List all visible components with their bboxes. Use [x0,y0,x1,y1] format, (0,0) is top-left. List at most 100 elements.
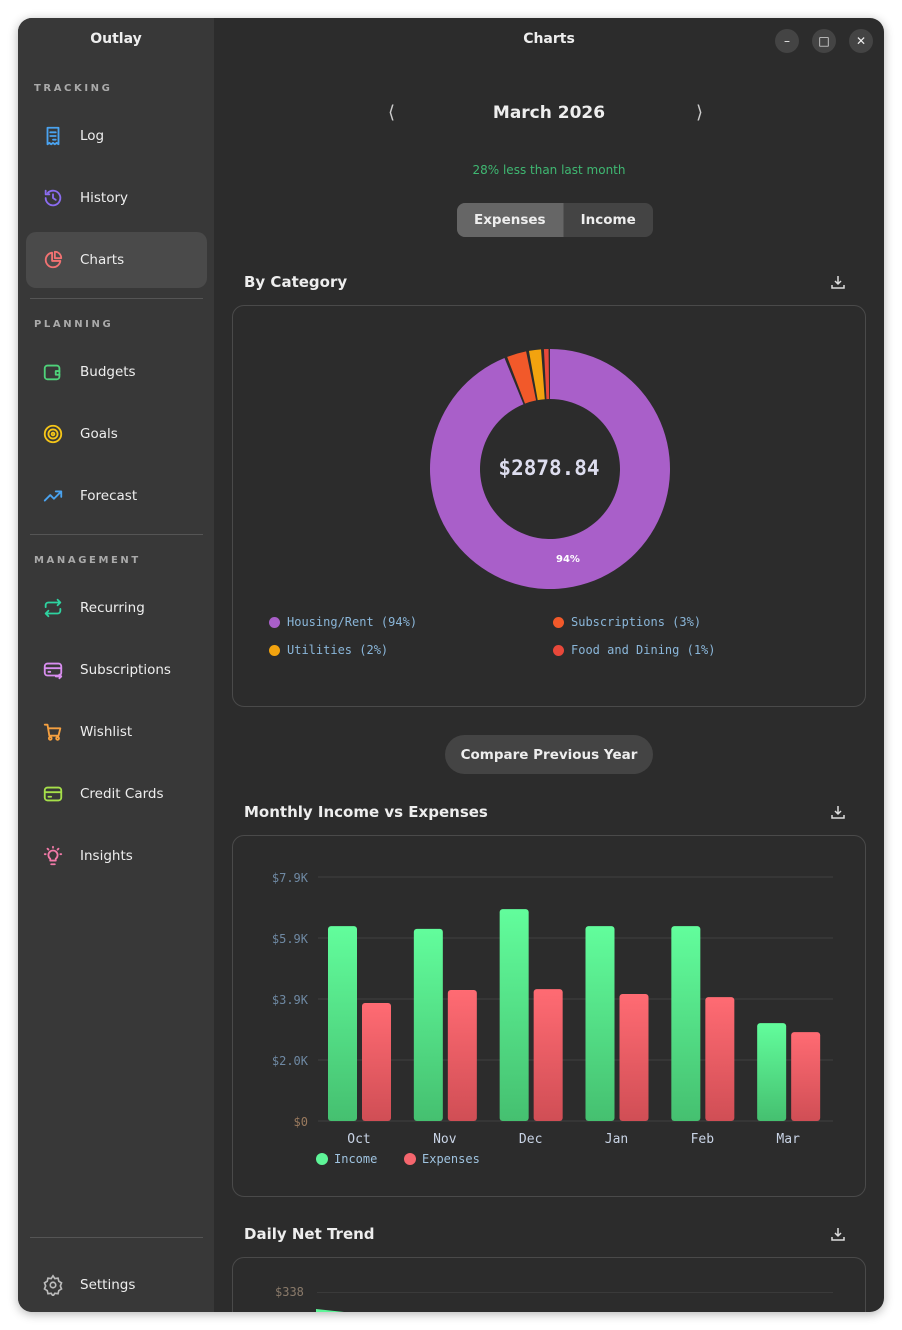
donut-slice-food-and-dining[interactable] [543,349,550,400]
donut-slice-label: 94% [556,554,580,565]
y-tick: $338 [275,1285,304,1299]
main-content: Charts – □ ✕ ⟨ March 2026 ⟩ 28% less tha… [214,18,884,1312]
y-tick-label: $5.9K [272,932,309,946]
legend-label: Utilities (2%) [287,643,389,657]
donut-slice-subscriptions[interactable] [507,351,537,404]
download-icon[interactable] [830,804,846,820]
maximize-button[interactable]: □ [812,29,836,53]
donut-chart [430,349,670,589]
sidebar-item-label: History [80,190,129,206]
legend-dot-income [316,1153,328,1165]
daily-card: $338 [232,1257,866,1312]
download-icon[interactable] [830,274,846,290]
sidebar-item-label: Forecast [80,488,138,504]
legend-dot [553,616,564,628]
bar-income-mar[interactable] [757,1023,787,1121]
legend-dot [553,644,564,656]
month-label: March 2026 [492,103,606,123]
legend-label: Housing/Rent (94%) [287,615,418,629]
legend-item: Subscriptions (3%) [553,615,701,629]
sidebar-item-insights[interactable]: Insights [26,828,207,884]
x-tick-label: Jan [605,1132,628,1147]
donut-slice-housing-rent[interactable] [430,349,670,589]
bar-income-jan[interactable] [585,926,615,1121]
trending-up-icon [43,490,63,502]
legend-label: Subscriptions (3%) [571,615,702,629]
sidebar-item-label: Budgets [80,364,136,380]
sidebar-item-label: Subscriptions [80,662,171,678]
app-window: Outlay TRACKING Log History Charts PLANNING B… [18,18,884,1312]
y-tick-label: $2.0K [272,1054,309,1068]
close-button[interactable]: ✕ [849,29,873,53]
y-tick-label: $3.9K [272,993,309,1007]
sidebar-item-wishlist[interactable]: Wishlist [26,704,207,760]
legend-item: Utilities (2%) [269,643,388,657]
sidebar-item-forecast[interactable]: Forecast [26,468,207,524]
sidebar-item-credit-cards[interactable]: Credit Cards [26,766,207,822]
lightbulb-icon [43,845,63,866]
divider [30,298,203,299]
x-tick-label: Feb [691,1132,715,1147]
legend-dot [269,644,280,656]
minimize-button[interactable]: – [775,29,799,53]
pie-chart-icon [44,250,63,269]
divider [30,1237,203,1238]
section-label: MANAGEMENT [34,555,141,566]
gridline [317,1292,833,1293]
download-icon[interactable] [830,1226,846,1242]
bar-chart: $0 $2.0K $3.9K $5.9K $7.9K Oct Nov Dec Jan Feb Mar… [272,871,833,1166]
section-label: PLANNING [34,319,114,330]
divider [30,534,203,535]
bar-expenses-nov[interactable] [447,990,477,1121]
section-label: TRACKING [34,83,113,94]
sidebar-item-charts[interactable]: Charts [26,232,207,288]
sidebar-item-label: Charts [80,252,125,268]
tab-income[interactable]: Income [580,212,636,228]
sidebar-item-label: Log [80,128,105,144]
next-month-button[interactable]: ⟩ [696,102,704,123]
legend-dot [269,616,280,628]
bar-expenses-feb[interactable] [705,997,735,1121]
bar-expenses-dec[interactable] [533,989,563,1121]
bar-expenses-jan[interactable] [619,994,649,1121]
bar-expenses-mar[interactable] [791,1032,821,1121]
sidebar-item-budgets[interactable]: Budgets [26,344,207,400]
sidebar-item-settings[interactable]: Settings [26,1274,135,1296]
legend-dot-expenses [404,1153,416,1165]
cart-icon [43,723,62,741]
compare-previous-year-button[interactable]: Compare Previous Year [445,735,653,774]
app-title: Outlay [90,31,142,47]
bar-income-nov[interactable] [413,928,443,1121]
wallet-icon [43,364,61,381]
receipt-icon [46,126,60,146]
type-toggle: Expenses Income [457,203,653,237]
category-title: By Category [244,273,348,291]
x-tick-label: Dec [519,1132,542,1147]
sidebar-item-goals[interactable]: Goals [26,406,207,462]
bar-income-dec[interactable] [499,909,529,1121]
sidebar-item-recurring[interactable]: Recurring [26,580,207,636]
sidebar-item-log[interactable]: Log [26,108,207,164]
sidebar-item-label: Goals [80,426,118,442]
prev-month-button[interactable]: ⟨ [388,102,396,123]
sidebar-item-label: Insights [80,848,133,864]
sidebar-item-history[interactable]: History [26,170,207,226]
monthly-title: Monthly Income vs Expenses [244,803,488,821]
monthly-card: $0 $2.0K $3.9K $5.9K $7.9K Oct Nov Dec Jan Feb Mar… [232,835,866,1197]
sidebar-item-subscriptions[interactable]: Subscriptions [26,642,207,698]
bar-income-oct[interactable] [328,926,357,1121]
bar-expenses-oct[interactable] [362,1003,391,1121]
tab-expenses[interactable]: Expenses [457,203,564,237]
donut-slice-utilities[interactable] [528,349,545,401]
y-tick-label: $7.9K [272,871,309,885]
settings-label: Settings [80,1277,136,1293]
donut-total: $2878.84 [498,456,600,480]
legend-label: Income [334,1152,377,1166]
legend-item: Food and Dining (1%) [553,643,716,657]
bar-income-feb[interactable] [671,926,701,1121]
x-tick-label: Mar [776,1132,800,1147]
category-card: $2878.84 94% Housing/Rent (94%) Subscript… [232,305,866,707]
target-icon [43,424,63,444]
delta-text: 28% less than last month [472,163,626,177]
x-tick-label: Oct [347,1132,370,1147]
